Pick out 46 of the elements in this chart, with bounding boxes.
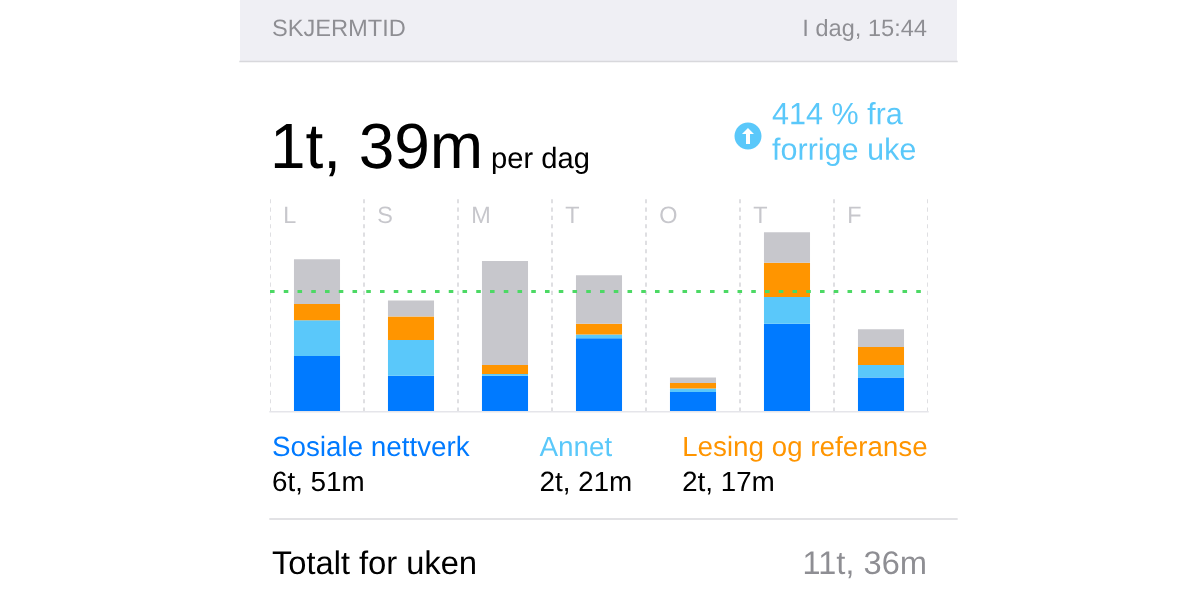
bar	[293, 356, 341, 412]
text: Totalt for uken	[272, 550, 475, 575]
text: 2t, 17m	[683, 471, 773, 495]
text: I dag, 15:44	[804, 18, 927, 41]
bar	[387, 300, 435, 317]
x-tick-label: T	[565, 206, 580, 223]
bar	[481, 261, 529, 366]
text: 2t, 21m	[540, 471, 631, 495]
bar	[857, 329, 905, 348]
bar	[669, 391, 717, 412]
bar	[293, 320, 341, 357]
bar	[575, 323, 623, 335]
x-tick-label: T	[753, 206, 768, 223]
bar	[763, 232, 811, 263]
text: 6t, 51m	[273, 471, 363, 495]
bar	[669, 383, 717, 389]
bar	[293, 259, 341, 305]
chart-subtitle: 1t, 39m	[274, 123, 479, 177]
bar	[763, 323, 811, 412]
bar	[481, 375, 529, 412]
series-label: Sosiale nettverk	[273, 435, 470, 457]
bar	[387, 339, 435, 376]
bar	[575, 275, 623, 324]
x-tick-label: S	[378, 206, 392, 224]
text: per dag	[492, 146, 589, 175]
x-tick-label: L	[285, 206, 296, 223]
bar	[763, 296, 811, 324]
bar	[387, 375, 435, 412]
bar	[857, 347, 905, 366]
bar	[575, 338, 623, 412]
bar	[669, 388, 717, 392]
bar	[669, 377, 717, 383]
x-tick-label: O	[660, 206, 677, 224]
text: 11t, 36m	[804, 551, 925, 579]
chart-title: SKJERMTID	[273, 19, 405, 37]
bar	[387, 316, 435, 340]
bar	[857, 377, 905, 412]
x-tick-label: M	[473, 206, 489, 223]
bar	[481, 365, 529, 375]
bar	[857, 365, 905, 378]
x-tick-label: F	[849, 206, 861, 223]
bar	[763, 262, 811, 297]
text: Annet	[539, 436, 612, 457]
text: 414 % fra forrige uke	[772, 102, 916, 167]
series-label: Lesing og referanse	[684, 435, 927, 462]
bar	[293, 304, 341, 321]
